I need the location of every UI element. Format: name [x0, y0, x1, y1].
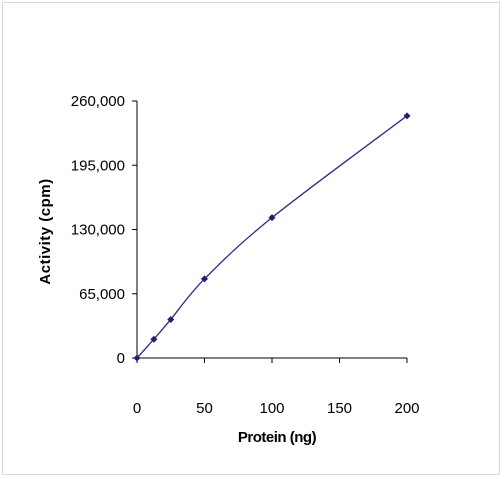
x-tick-label: 200 — [394, 400, 419, 417]
y-tick-label: 65,000 — [79, 286, 125, 303]
x-tick-label: 100 — [259, 400, 284, 417]
y-tick-label: 260,000 — [71, 93, 125, 110]
x-axis: 0 50 100 150 200 — [133, 357, 420, 417]
data-point — [167, 315, 175, 323]
x-tick-label: 50 — [196, 400, 213, 417]
x-tick-label: 0 — [133, 400, 141, 417]
data-point — [201, 275, 208, 283]
x-axis-title: Protein (ng) — [238, 429, 317, 446]
data-point — [150, 335, 158, 343]
y-axis-title: Activity (cpm) — [37, 178, 54, 284]
series-line — [136, 115, 408, 359]
y-axis: 0 65,000 130,000 195,000 260,000 — [71, 93, 138, 367]
data-point — [133, 354, 141, 362]
data-point — [268, 214, 276, 222]
y-tick-label: 130,000 — [71, 222, 125, 239]
y-tick-label: 195,000 — [71, 157, 125, 174]
y-tick-label: 0 — [117, 350, 125, 367]
series — [133, 112, 411, 362]
chart-frame — [2, 2, 500, 475]
data-point — [403, 112, 411, 120]
x-tick-label: 150 — [327, 400, 352, 417]
